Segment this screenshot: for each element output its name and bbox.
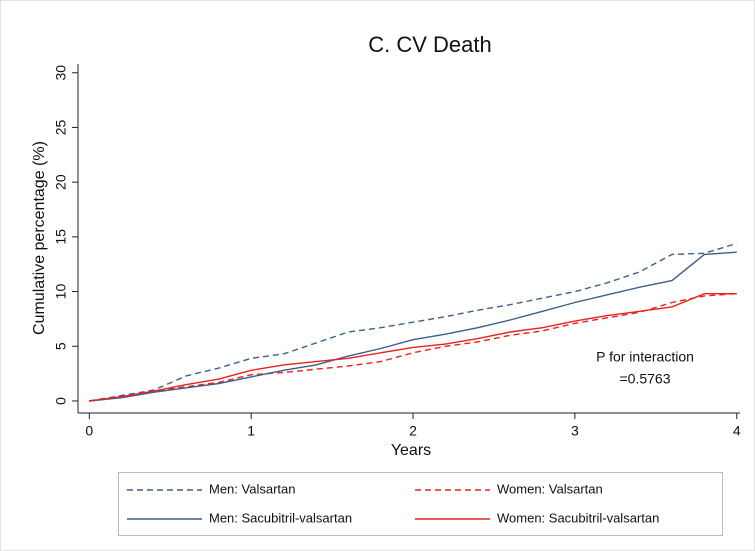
y-tick-label: 10 [53,284,69,300]
x-tick-label: 1 [247,423,255,439]
x-tick-label: 3 [571,423,579,439]
legend-label: Women: Valsartan [497,481,603,496]
y-tick-label: 15 [53,229,69,245]
x-tick-label: 2 [409,423,417,439]
legend-label: Men: Valsartan [209,481,295,496]
y-tick-label: 5 [53,342,69,350]
x-axis-label: Years [391,442,431,459]
series-line [89,293,737,402]
chart-title: C. CV Death [368,32,492,57]
y-tick-label: 20 [53,174,69,190]
x-tick-label: 4 [733,423,741,439]
y-tick-label: 25 [53,119,69,135]
y-tick-label: 30 [53,65,69,81]
x-tick-label: 0 [85,423,93,439]
legend-label: Women: Sacubitril-valsartan [497,510,659,525]
legend-box [118,472,723,536]
y-tick-label: 0 [53,397,69,405]
series-line [89,242,738,402]
series-line [89,251,737,402]
y-axis-label: Cumulative percentage (%) [31,141,48,335]
legend-label: Men: Sacubitril-valsartan [209,510,352,525]
annotation: =0.5763 [620,371,671,387]
annotation: P for interaction [596,349,694,365]
